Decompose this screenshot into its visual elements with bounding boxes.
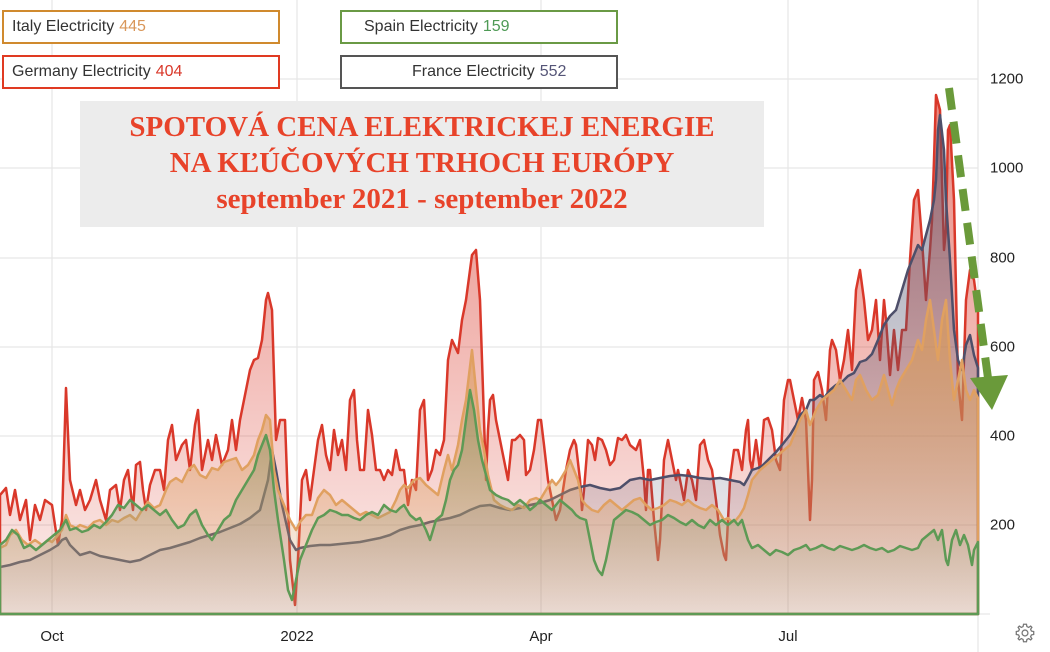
legend-item-france[interactable]: France Electricity 552 — [340, 55, 618, 89]
legend-item-spain[interactable]: Spain Electricity 159 — [340, 10, 618, 44]
legend-value: 445 — [119, 18, 146, 35]
chart-title-line-2: NA KĽÚČOVÝCH TRHOCH EURÓPY — [169, 147, 675, 179]
legend-label: Italy Electricity — [12, 18, 115, 35]
y-tick-800: 800 — [990, 249, 1016, 267]
gear-icon[interactable] — [1014, 622, 1036, 644]
y-tick-1000: 1000 — [990, 159, 1024, 177]
x-tick-oct: Oct — [40, 628, 64, 645]
x-tick-apr: Apr — [529, 628, 553, 645]
chart-subtitle: september 2021 - september 2022 — [216, 183, 628, 215]
legend-label: Spain Electricity — [364, 18, 478, 35]
y-tick-200: 200 — [990, 516, 1016, 534]
x-tick-jul: Jul — [778, 628, 798, 645]
legend-label: Germany Electricity — [12, 63, 151, 80]
legend-value: 552 — [539, 63, 567, 80]
chart-title-box: SPOTOVÁ CENA ELEKTRICKEJ ENERGIE NA KĽÚČ… — [80, 101, 764, 227]
legend-item-italy[interactable]: Italy Electricity 445 — [2, 10, 280, 44]
y-tick-600: 600 — [990, 338, 1016, 356]
legend-value: 159 — [482, 18, 510, 35]
chart-title-line-1: SPOTOVÁ CENA ELEKTRICKEJ ENERGIE — [129, 111, 715, 143]
y-tick-1200: 1200 — [990, 70, 1024, 88]
trend-arrow-annotation — [945, 87, 1008, 410]
spain-series — [0, 388, 980, 616]
legend-label: France Electricity — [412, 63, 535, 80]
legend-item-germany[interactable]: Germany Electricity 404 — [2, 55, 280, 89]
legend-value: 404 — [155, 63, 183, 80]
y-tick-400: 400 — [990, 427, 1016, 445]
x-tick-2022: 2022 — [280, 628, 314, 645]
